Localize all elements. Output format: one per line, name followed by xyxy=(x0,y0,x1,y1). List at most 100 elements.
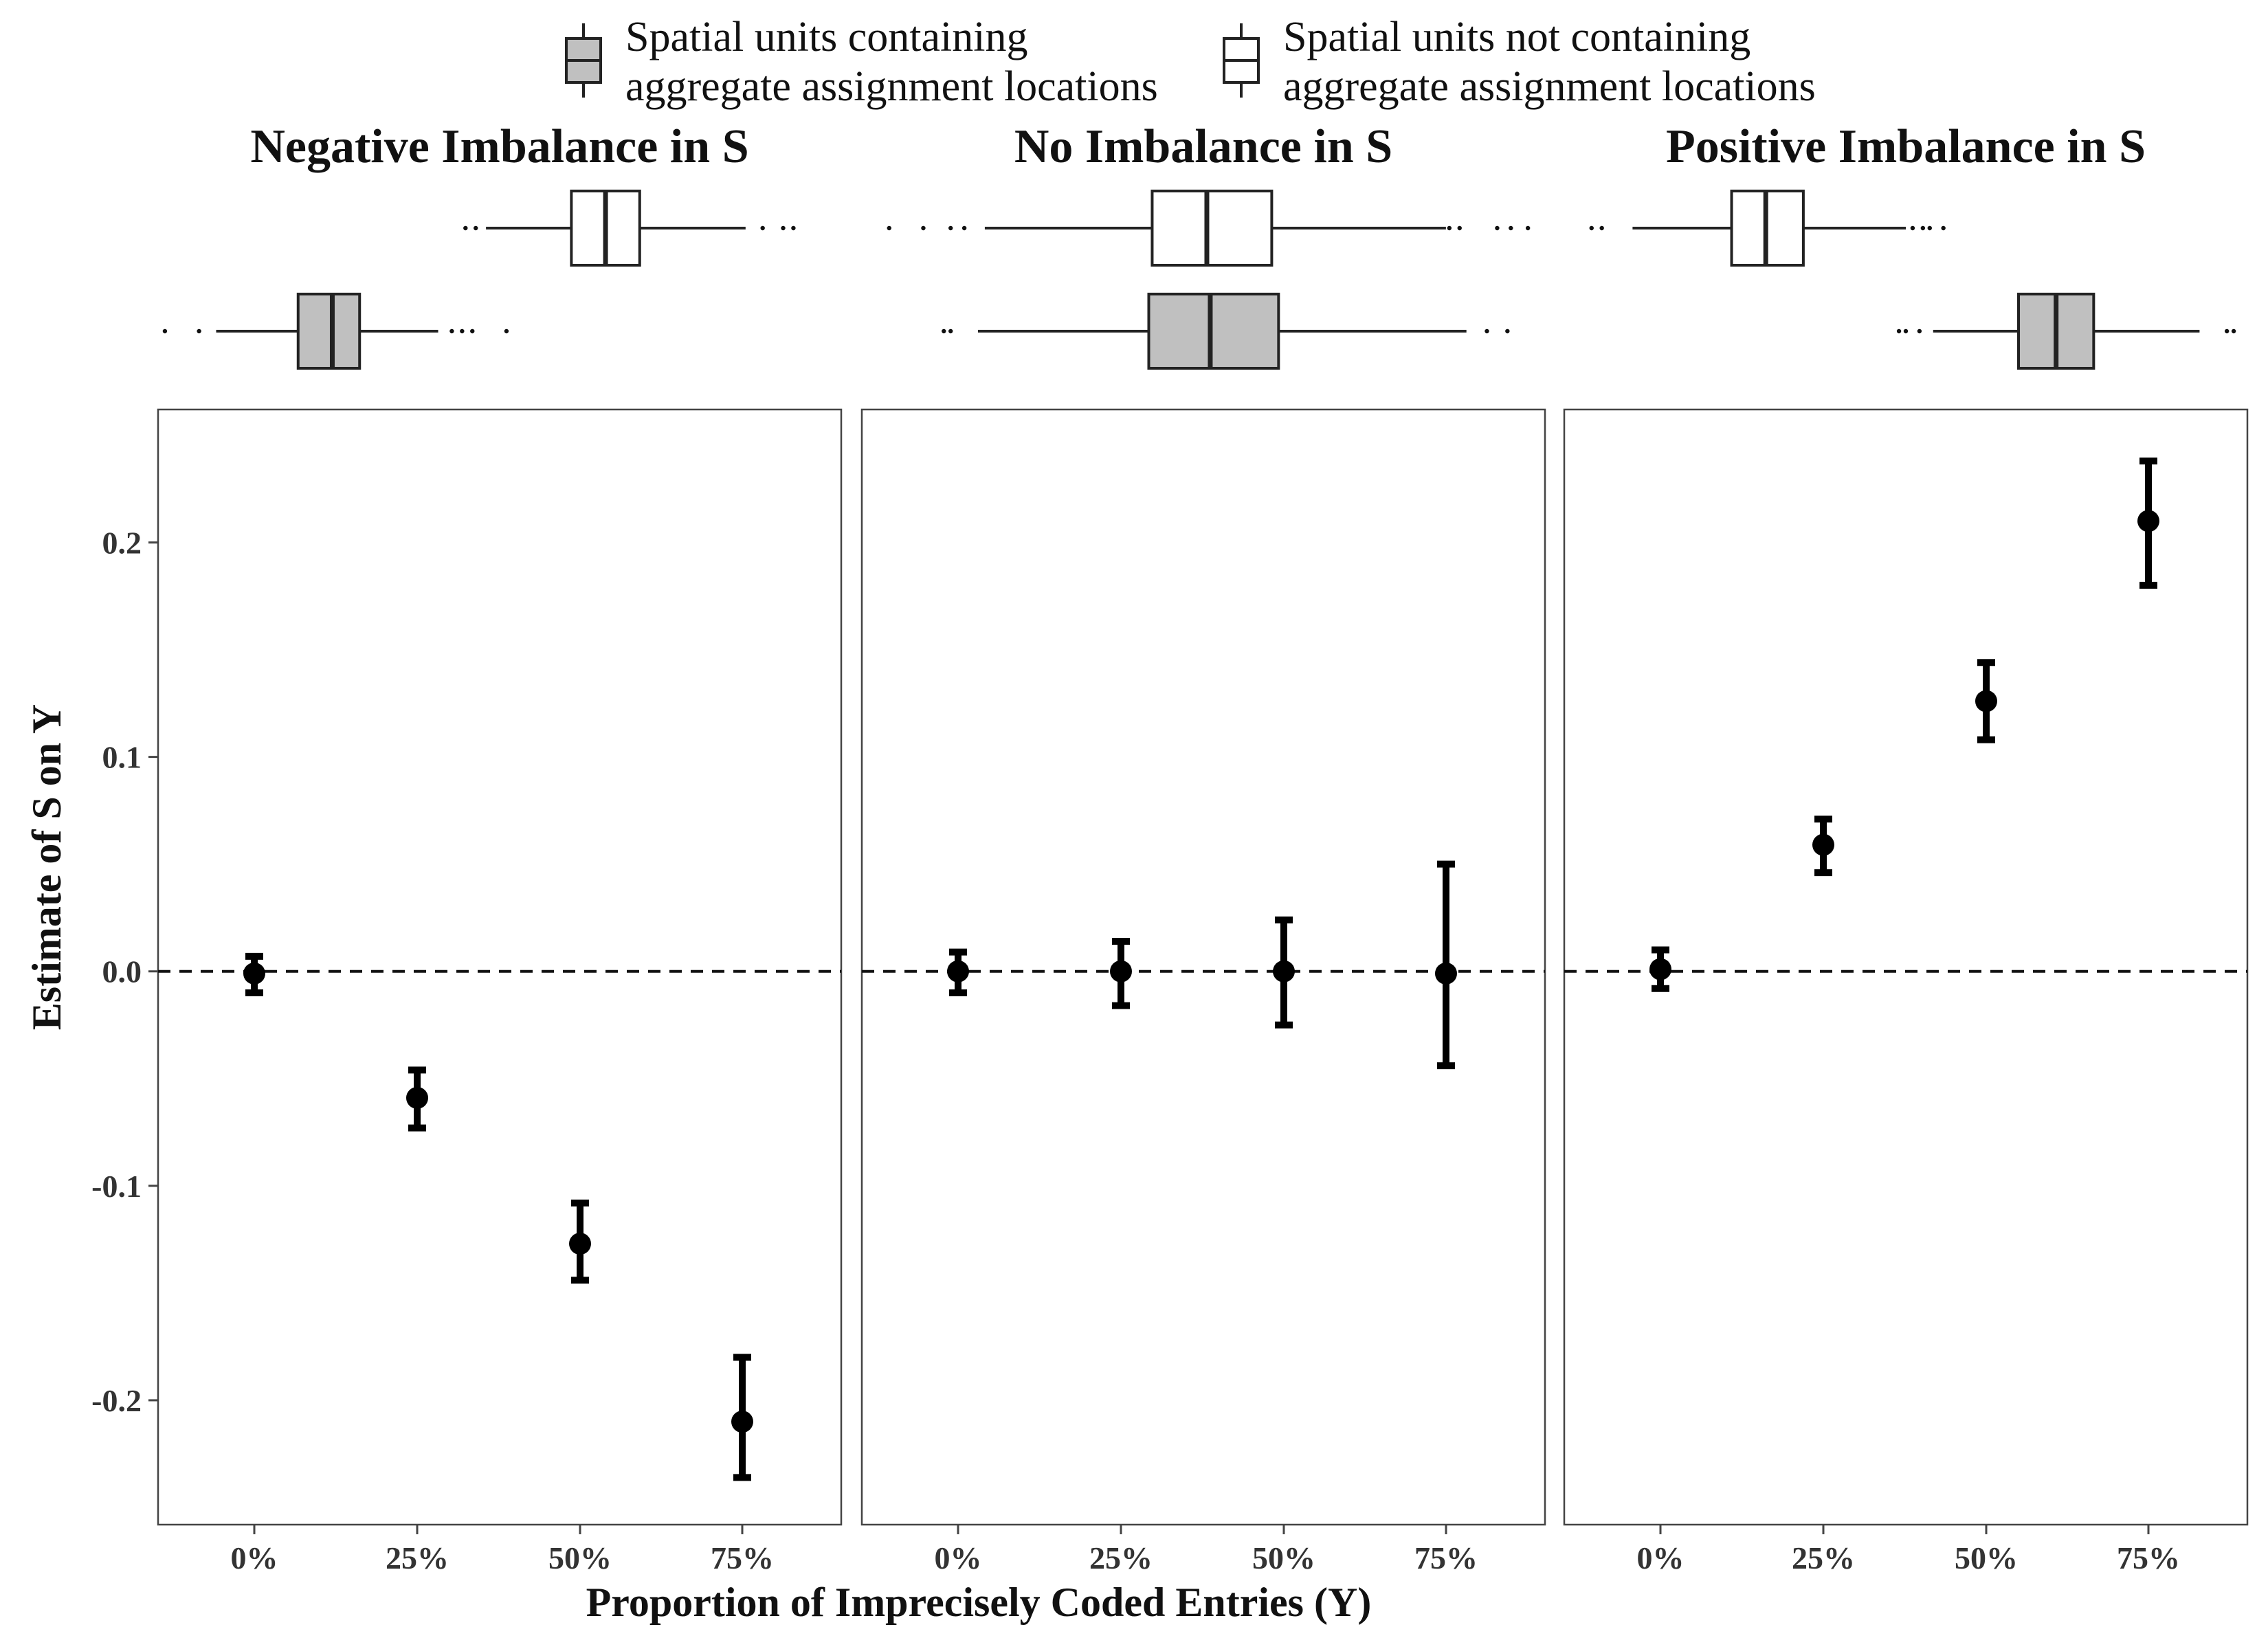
estimate-point-0pct xyxy=(243,952,265,996)
panel-border xyxy=(1563,408,2249,1526)
legend-label-not-containing-line-1: Spatial units not containing xyxy=(1283,14,1750,60)
estimate-point-25pct xyxy=(1812,816,1834,877)
boxplot-outlier xyxy=(1447,225,1452,231)
estimate-marker xyxy=(2137,510,2159,532)
boxplot-outlier xyxy=(942,328,946,334)
estimate-marker xyxy=(243,962,265,985)
boxplot-outlier xyxy=(197,328,201,334)
boxplot-not-containing xyxy=(1589,190,1946,267)
estimate-point-50pct xyxy=(1273,916,1295,1029)
panel-title: No Imbalance in S xyxy=(1014,120,1392,173)
estimate-marker xyxy=(1649,958,1671,980)
x-tick-label: 0% xyxy=(935,1540,982,1575)
boxplot-outlier xyxy=(1903,328,1909,334)
boxplot-outlier xyxy=(470,328,475,334)
estimate-marker xyxy=(406,1086,428,1109)
estimate-point-75pct xyxy=(1435,860,1457,1070)
panel-title: Negative Imbalance in S xyxy=(250,120,748,173)
y-axis-title: Estimate of S on Y xyxy=(24,704,69,1030)
y-tick-label: 0.1 xyxy=(102,740,142,775)
boxplot-not-containing xyxy=(463,190,796,267)
boxplot-containing xyxy=(1896,293,2236,370)
panel-border xyxy=(860,408,1546,1526)
x-tick-label: 50% xyxy=(548,1540,612,1575)
estimate-marker xyxy=(569,1233,591,1255)
legend: Spatial units containing aggregate assig… xyxy=(565,14,1816,110)
boxplot-outlier xyxy=(791,225,796,231)
estimate-point-0pct xyxy=(1649,946,1671,992)
boxplot-outlier xyxy=(1920,225,1926,231)
estimate-marker xyxy=(1273,960,1295,983)
legend-label-not-containing-line-2: aggregate assignment locations xyxy=(1283,63,1816,110)
boxplot-outlier xyxy=(1457,225,1462,231)
boxplot-box xyxy=(1147,293,1280,370)
boxplot-containing xyxy=(942,293,1510,370)
boxplot-not-containing xyxy=(887,190,1531,267)
boxplot-outlier xyxy=(1927,225,1932,231)
estimate-marker xyxy=(731,1411,753,1433)
boxplot-outlier xyxy=(887,225,891,231)
panel-1: Negative Imbalance in S 0% 25% 50% 75% xyxy=(157,120,843,1575)
y-tick-label: -0.1 xyxy=(91,1169,142,1204)
legend-label-containing-line-2: aggregate assignment locations xyxy=(625,63,1158,110)
boxplot-outlier xyxy=(460,328,465,334)
boxplot-outlier xyxy=(1917,328,1922,334)
panel-3: Positive Imbalance in S 0% 25% 50% 75% xyxy=(1563,120,2249,1575)
boxplot-outlier xyxy=(1485,328,1489,334)
x-tick-label: 25% xyxy=(1792,1540,1855,1575)
estimate-marker xyxy=(947,960,969,983)
estimate-point-75pct xyxy=(731,1354,753,1481)
x-tick-label: 75% xyxy=(711,1540,774,1575)
panels: Negative Imbalance in S0% 25% 50% 75%No Imb… xyxy=(157,120,2249,1575)
panel-border xyxy=(157,408,843,1526)
boxplot-outlier xyxy=(1509,225,1513,231)
y-tick-label: 0.2 xyxy=(102,526,142,561)
boxplot-outlier xyxy=(2224,328,2230,334)
boxplot-outlier xyxy=(2231,328,2236,334)
boxplot-outlier xyxy=(1599,225,1604,231)
panel-title: Positive Imbalance in S xyxy=(1666,120,2146,173)
x-tick-label: 25% xyxy=(1089,1540,1153,1575)
boxplot-containing xyxy=(162,293,509,370)
boxplot-outlier xyxy=(1910,225,1915,231)
boxplot-outlier xyxy=(1495,225,1500,231)
estimate-point-50pct xyxy=(569,1199,591,1284)
x-axis-title: Proportion of Imprecisely Coded Entries … xyxy=(586,1580,1372,1625)
boxplot-box xyxy=(296,293,362,370)
boxplot-outlier xyxy=(948,225,953,231)
x-tick-label: 75% xyxy=(1414,1540,1478,1575)
boxplot-box xyxy=(1150,190,1274,267)
boxplot-outlier xyxy=(760,225,765,231)
y-axis: -0.2 -0.1 0.0 0.1 0.2 xyxy=(91,526,158,1418)
x-tick-label: 75% xyxy=(2117,1540,2180,1575)
x-tick-label: 25% xyxy=(386,1540,449,1575)
estimate-point-25pct xyxy=(406,1066,428,1132)
x-tick-label: 0% xyxy=(1637,1540,1685,1575)
x-tick-label: 0% xyxy=(231,1540,278,1575)
boxplot-outlier xyxy=(162,328,168,334)
boxplot-outlier xyxy=(781,225,786,231)
boxplot-outlier xyxy=(449,328,454,334)
boxplot-outlier xyxy=(948,328,953,334)
estimate-point-75pct xyxy=(2137,457,2159,589)
estimate-point-0pct xyxy=(947,948,969,996)
estimate-marker xyxy=(1435,962,1457,985)
boxplot-outlier xyxy=(474,225,478,231)
legend-label-containing-line-1: Spatial units containing xyxy=(625,14,1028,60)
x-tick-label: 50% xyxy=(1252,1540,1315,1575)
estimate-point-25pct xyxy=(1110,938,1132,1009)
boxplot-outlier xyxy=(961,225,967,231)
boxplot-outlier xyxy=(1941,225,1946,231)
x-tick-label: 50% xyxy=(1955,1540,2018,1575)
estimate-point-50pct xyxy=(1975,659,1997,743)
y-tick-label: -0.2 xyxy=(91,1383,142,1418)
boxplot-outlier xyxy=(1525,225,1531,231)
y-tick-label: 0.0 xyxy=(102,954,142,989)
boxplot-outlier xyxy=(1505,328,1510,334)
boxplot-outlier xyxy=(504,328,509,334)
boxplot-outlier xyxy=(463,225,468,231)
boxplot-outlier xyxy=(1896,328,1902,334)
boxplot-outlier xyxy=(1589,225,1594,231)
panel-2: No Imbalance in S 0% 25% 50% 75% xyxy=(860,120,1546,1575)
